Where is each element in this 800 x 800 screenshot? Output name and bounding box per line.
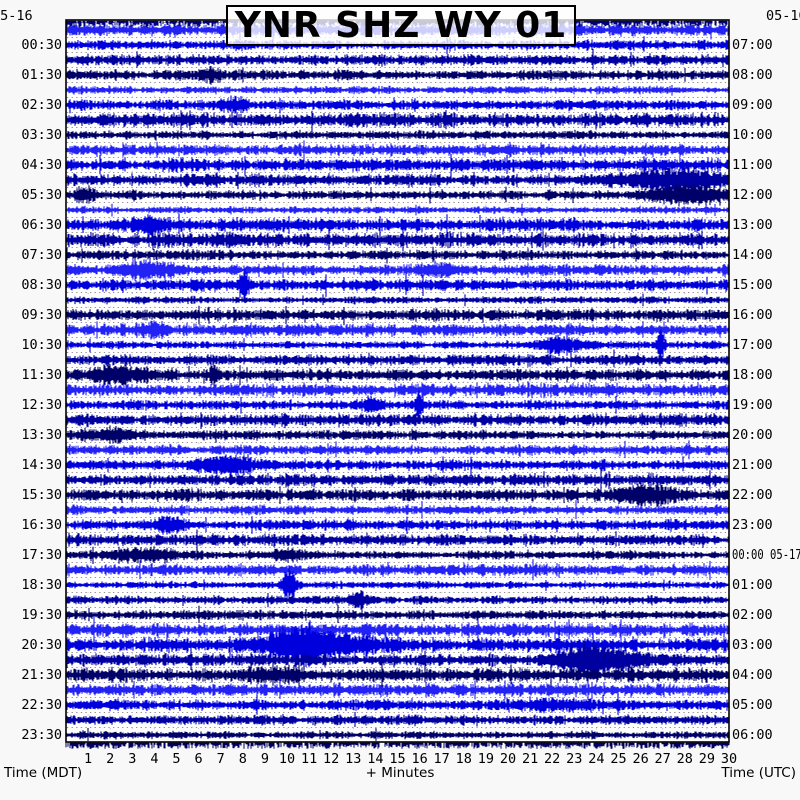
utc-time-label: 00:00 05-17 — [732, 547, 800, 563]
mdt-time-label: 21:30 — [21, 667, 62, 683]
minute-tick-label: 14 — [367, 751, 384, 767]
minute-tick-label: 22 — [544, 751, 561, 767]
minute-tick-label: 7 — [216, 751, 225, 767]
minute-tick-label: 26 — [632, 751, 649, 767]
minute-tick-label: 23 — [566, 751, 583, 767]
utc-time-label: 14:00 — [732, 247, 773, 263]
utc-time-label: 07:00 — [732, 37, 773, 53]
mdt-time-label: 04:30 — [21, 157, 62, 173]
utc-time-label: 11:00 — [732, 157, 773, 173]
minute-tick-label: 1 — [84, 751, 93, 767]
utc-time-label: 13:00 — [732, 217, 773, 233]
mdt-time-label: 11:30 — [21, 367, 62, 383]
utc-time-label: 17:00 — [732, 337, 773, 353]
left-axis-caption: Time (MDT) — [4, 765, 83, 781]
mdt-time-label: 14:30 — [21, 457, 62, 473]
utc-time-label: 04:00 — [732, 667, 773, 683]
utc-time-label: 06:00 — [732, 727, 773, 743]
mdt-time-label: 23:30 — [21, 727, 62, 743]
utc-time-label: 08:00 — [732, 67, 773, 83]
mdt-time-label: 22:30 — [21, 697, 62, 713]
mdt-time-label: 08:30 — [21, 277, 62, 293]
minute-tick-label: 8 — [238, 751, 247, 767]
station-title-box: YNR SHZ WY 01 — [226, 5, 576, 46]
mdt-time-label: 01:30 — [21, 67, 62, 83]
utc-time-label: 21:00 — [732, 457, 773, 473]
utc-time-label: 16:00 — [732, 307, 773, 323]
mdt-time-label: 12:30 — [21, 397, 62, 413]
utc-time-label: 09:00 — [732, 97, 773, 113]
date-label-right: 05-16 — [766, 8, 800, 24]
utc-time-label: 15:00 — [732, 277, 773, 293]
utc-time-label: 22:00 — [732, 487, 773, 503]
mdt-time-label: 00:30 — [21, 37, 62, 53]
utc-time-label: 20:00 — [732, 427, 773, 443]
minute-tick-label: 16 — [411, 751, 428, 767]
utc-time-label: 10:00 — [732, 127, 773, 143]
minute-tick-label: 17 — [433, 751, 450, 767]
mdt-time-label: 05:30 — [21, 187, 62, 203]
minute-tick-label: 27 — [654, 751, 671, 767]
bottom-tick-comb — [65, 742, 730, 749]
minute-tick-label: 11 — [300, 751, 318, 767]
minute-tick-label: 19 — [477, 751, 495, 767]
mdt-time-label: 16:30 — [21, 517, 62, 533]
utc-time-label: 05:00 — [732, 697, 773, 713]
utc-time-label: 19:00 — [732, 397, 773, 413]
mdt-time-label: 20:30 — [21, 637, 62, 653]
minute-tick-label: 30 — [720, 751, 738, 767]
minute-tick-label: 25 — [610, 751, 627, 767]
minute-tick-label: 18 — [455, 751, 472, 767]
utc-time-label: 18:00 — [732, 367, 773, 383]
utc-time-label: 23:00 — [732, 517, 773, 533]
utc-time-label: 12:00 — [732, 187, 773, 203]
minute-tick-label: 4 — [150, 751, 159, 767]
mdt-time-label: 09:30 — [21, 307, 62, 323]
utc-time-label: 01:00 — [732, 577, 773, 593]
mdt-time-label: 06:30 — [21, 217, 62, 233]
minute-tick-label: 24 — [588, 751, 605, 767]
bottom-axis-caption: + Minutes — [365, 765, 435, 781]
minute-tick-label: 2 — [106, 751, 115, 767]
minute-tick-label: 10 — [278, 751, 296, 767]
minute-tick-label: 15 — [389, 751, 406, 767]
minute-tick-label: 29 — [698, 751, 716, 767]
minute-tick-label: 3 — [128, 751, 137, 767]
mdt-time-label: 18:30 — [21, 577, 62, 593]
mdt-time-label: 03:30 — [21, 127, 62, 143]
minute-tick-label: 28 — [676, 751, 693, 767]
mdt-time-label: 15:30 — [21, 487, 62, 503]
plot-background — [66, 20, 729, 742]
minute-tick-label: 9 — [260, 751, 269, 767]
mdt-time-label: 02:30 — [21, 97, 62, 113]
mdt-time-label: 13:30 — [21, 427, 62, 443]
date-label-left: 05-16 — [0, 8, 33, 24]
minute-tick-label: 5 — [172, 751, 181, 767]
minute-tick-label: 13 — [345, 751, 362, 767]
utc-time-label: 03:00 — [732, 637, 773, 653]
minute-tick-label: 6 — [194, 751, 203, 767]
minute-tick-label: 12 — [323, 751, 340, 767]
mdt-time-label: 19:30 — [21, 607, 62, 623]
mdt-time-label: 07:30 — [21, 247, 62, 263]
right-axis-caption: Time (UTC) — [721, 765, 796, 781]
minute-tick-label: 21 — [521, 751, 539, 767]
minute-tick-label: 20 — [499, 751, 517, 767]
utc-time-label: 02:00 — [732, 607, 773, 623]
mdt-time-label: 10:30 — [21, 337, 62, 353]
station-title: YNR SHZ WY 01 — [234, 4, 568, 46]
mdt-time-label: 17:30 — [21, 547, 62, 563]
